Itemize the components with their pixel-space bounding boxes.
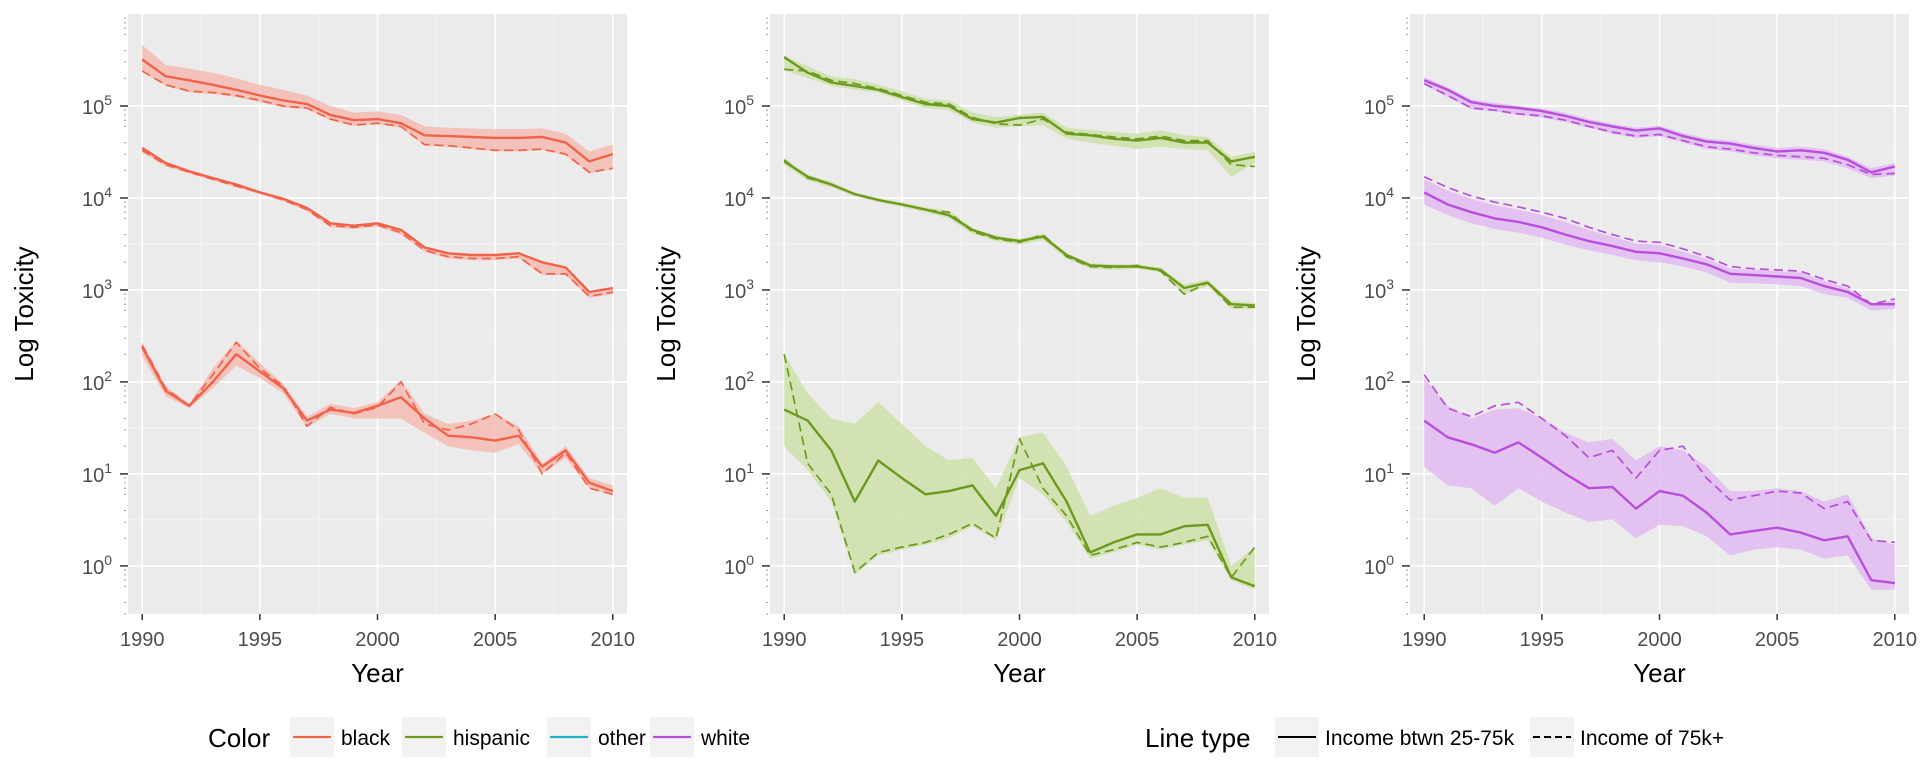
series-line-top-solid — [141, 58, 614, 163]
x-tick-label: 1990 — [120, 629, 165, 651]
x-tick-label: 2000 — [1637, 629, 1682, 651]
x-tick-label: 2010 — [1873, 629, 1918, 651]
panel-hispanic: 1990 1995 2000 2005 2010 100 101 102 103 104 105 Ye… — [651, 14, 1277, 688]
series-line-low-solid — [141, 346, 614, 493]
x-tick-label: 2010 — [1233, 629, 1278, 651]
series-line-mid-solid — [1423, 191, 1895, 306]
series-line-mid-dashed — [141, 149, 613, 298]
legend-color-title: Color — [208, 723, 270, 753]
x-tick-label: 1995 — [880, 629, 925, 651]
x-tick-label: 1995 — [1520, 629, 1565, 651]
y-tick-label: 104 — [724, 184, 754, 211]
legend-label-black: black — [341, 727, 391, 750]
series-line-mid-dashed — [1423, 176, 1895, 306]
legend-linetype-title: Line type — [1145, 723, 1251, 753]
series-line-top-dashed — [784, 68, 1255, 168]
legend-label-hispanic: hispanic — [453, 727, 530, 750]
x-tick-label: 1990 — [762, 629, 807, 651]
series-line-low-dashed — [141, 341, 614, 496]
band-top — [784, 55, 1255, 177]
y-tick-label: 105 — [82, 92, 112, 119]
series-line-mid-dashed — [783, 159, 1255, 309]
y-tick-label: 104 — [82, 184, 112, 211]
y-tick-label: 101 — [82, 460, 112, 487]
band-low — [142, 340, 613, 496]
series-line-top-dashed — [1423, 82, 1895, 176]
x-tick-label: 2000 — [997, 629, 1042, 651]
y-tick-label: 105 — [1364, 92, 1394, 119]
legend-label-dashed: Income of 75k+ — [1580, 727, 1724, 750]
y-tick-label: 100 — [82, 552, 112, 579]
series-line-top-solid — [783, 56, 1256, 163]
y-tick-label: 100 — [724, 552, 754, 579]
y-axis-title: Log Toxicity — [1291, 246, 1321, 381]
legend: Color black hispanic other white Line type Inc… — [208, 717, 1724, 757]
y-tick-label: 103 — [724, 276, 754, 303]
x-tick-label: 2005 — [1115, 629, 1160, 651]
panel-white: 1990 1995 2000 2005 2010 100 101 102 103 104 105 Ye… — [1291, 14, 1917, 688]
y-tick-label: 101 — [724, 460, 754, 487]
series-line-mid-solid — [141, 146, 614, 294]
x-tick-label: 2000 — [355, 629, 400, 651]
x-axis-title: Year — [993, 658, 1046, 688]
y-tick-label: 100 — [1364, 552, 1394, 579]
y-axis-title: Log Toxicity — [9, 246, 39, 381]
legend-label-solid: Income btwn 25-75k — [1325, 727, 1515, 750]
y-tick-label: 102 — [724, 368, 754, 395]
x-tick-label: 1995 — [238, 629, 283, 651]
y-axis-title: Log Toxicity — [651, 246, 681, 381]
series-line-low-dashed — [783, 354, 1256, 579]
legend-label-white: white — [700, 727, 750, 750]
x-axis-title: Year — [351, 658, 404, 688]
series-line-top-solid — [1423, 79, 1896, 174]
band-top — [142, 45, 613, 174]
panel-black: 1990 1995 2000 2005 2010 100 101 102 103 104 105 Ye… — [9, 14, 635, 688]
y-tick-label: 102 — [82, 368, 112, 395]
y-tick-label: 103 — [1364, 276, 1394, 303]
x-tick-label: 1990 — [1402, 629, 1447, 651]
y-tick-label: 102 — [1364, 368, 1394, 395]
y-tick-label: 101 — [1364, 460, 1394, 487]
x-tick-label: 2010 — [591, 629, 636, 651]
x-tick-label: 2005 — [473, 629, 518, 651]
y-tick-label: 103 — [82, 276, 112, 303]
y-tick-label: 104 — [1364, 184, 1394, 211]
series-line-low-dashed — [1423, 374, 1895, 544]
band-low — [1424, 378, 1895, 590]
x-tick-label: 2005 — [1755, 629, 1800, 651]
series-line-low-solid — [1423, 419, 1895, 585]
series-line-top-dashed — [141, 70, 613, 174]
x-axis-title: Year — [1633, 658, 1686, 688]
series-line-low-solid — [783, 408, 1256, 588]
y-tick-label: 105 — [724, 92, 754, 119]
legend-label-other: other — [598, 727, 646, 750]
